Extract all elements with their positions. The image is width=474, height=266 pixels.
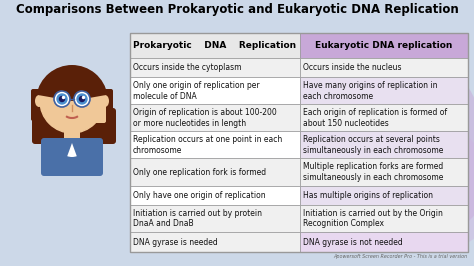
Text: Comparisons Between Prokaryotic and Eukaryotic DNA Replication: Comparisons Between Prokaryotic and Euka… <box>16 3 458 16</box>
Text: Prokaryotic    DNA    Replication: Prokaryotic DNA Replication <box>134 41 297 50</box>
Text: Only one replication fork is formed: Only one replication fork is formed <box>133 168 266 177</box>
Bar <box>130 77 300 104</box>
Ellipse shape <box>101 95 109 107</box>
Circle shape <box>40 69 104 133</box>
Bar <box>130 232 300 252</box>
Text: DNA gyrase is not needed: DNA gyrase is not needed <box>303 238 403 247</box>
Circle shape <box>82 97 84 98</box>
Bar <box>130 104 300 131</box>
Wedge shape <box>67 143 77 157</box>
Text: Apowersoft Screen Recorder Pro - This is a trial version: Apowersoft Screen Recorder Pro - This is… <box>334 254 468 259</box>
Text: DNA gyrase is needed: DNA gyrase is needed <box>133 238 218 247</box>
Bar <box>300 104 468 131</box>
Circle shape <box>63 97 64 98</box>
Ellipse shape <box>409 127 474 246</box>
Ellipse shape <box>350 39 474 232</box>
Bar <box>130 33 300 58</box>
Text: Only one origin of replication per
molecule of DNA: Only one origin of replication per molec… <box>133 81 260 101</box>
Bar <box>64 129 80 145</box>
Text: Occurs inside the cytoplasm: Occurs inside the cytoplasm <box>133 63 241 72</box>
Text: Occurs inside the nucleus: Occurs inside the nucleus <box>303 63 401 72</box>
Bar <box>130 58 300 77</box>
Text: Only have one origin of replication: Only have one origin of replication <box>133 191 265 200</box>
Bar <box>300 159 468 186</box>
Bar <box>130 186 300 205</box>
FancyBboxPatch shape <box>31 89 45 121</box>
Circle shape <box>77 94 87 104</box>
Bar <box>300 77 468 104</box>
Circle shape <box>54 91 70 107</box>
Bar <box>300 33 468 58</box>
Circle shape <box>57 94 67 104</box>
Circle shape <box>80 97 84 102</box>
FancyBboxPatch shape <box>99 89 113 121</box>
Circle shape <box>74 91 90 107</box>
FancyBboxPatch shape <box>94 99 106 123</box>
Circle shape <box>60 97 64 102</box>
Ellipse shape <box>35 95 43 107</box>
Text: Has multiple origins of replication: Has multiple origins of replication <box>303 191 433 200</box>
Text: Origin of replication is about 100-200
or more nucleotides in length: Origin of replication is about 100-200 o… <box>133 108 277 128</box>
Bar <box>300 205 468 232</box>
Text: Replication occurs at one point in each
chromosome: Replication occurs at one point in each … <box>133 135 282 155</box>
Bar <box>130 159 300 186</box>
Text: Have many origins of replication in
each chromosome: Have many origins of replication in each… <box>303 81 438 101</box>
Text: Eukaryotic DNA replication: Eukaryotic DNA replication <box>315 41 453 50</box>
Bar <box>300 131 468 159</box>
Bar <box>300 232 468 252</box>
FancyBboxPatch shape <box>0 0 474 30</box>
Text: Initiation is carried out by protein
DnaA and DnaB: Initiation is carried out by protein Dna… <box>133 209 262 228</box>
Bar <box>130 131 300 159</box>
Bar <box>130 33 468 252</box>
Text: Replication occurs at several points
simultaneously in each chromosome: Replication occurs at several points sim… <box>303 135 443 155</box>
FancyBboxPatch shape <box>32 108 116 144</box>
Text: Multiple replication forks are formed
simultaneously in each chromosome: Multiple replication forks are formed si… <box>303 162 443 182</box>
Wedge shape <box>36 65 108 101</box>
Text: Initiation is carried out by the Origin
Recognition Complex: Initiation is carried out by the Origin … <box>303 209 443 228</box>
FancyBboxPatch shape <box>41 138 103 176</box>
Bar <box>130 205 300 232</box>
Bar <box>300 186 468 205</box>
Text: Each origin of replication is formed of
about 150 nucleotides: Each origin of replication is formed of … <box>303 108 447 128</box>
Bar <box>300 58 468 77</box>
